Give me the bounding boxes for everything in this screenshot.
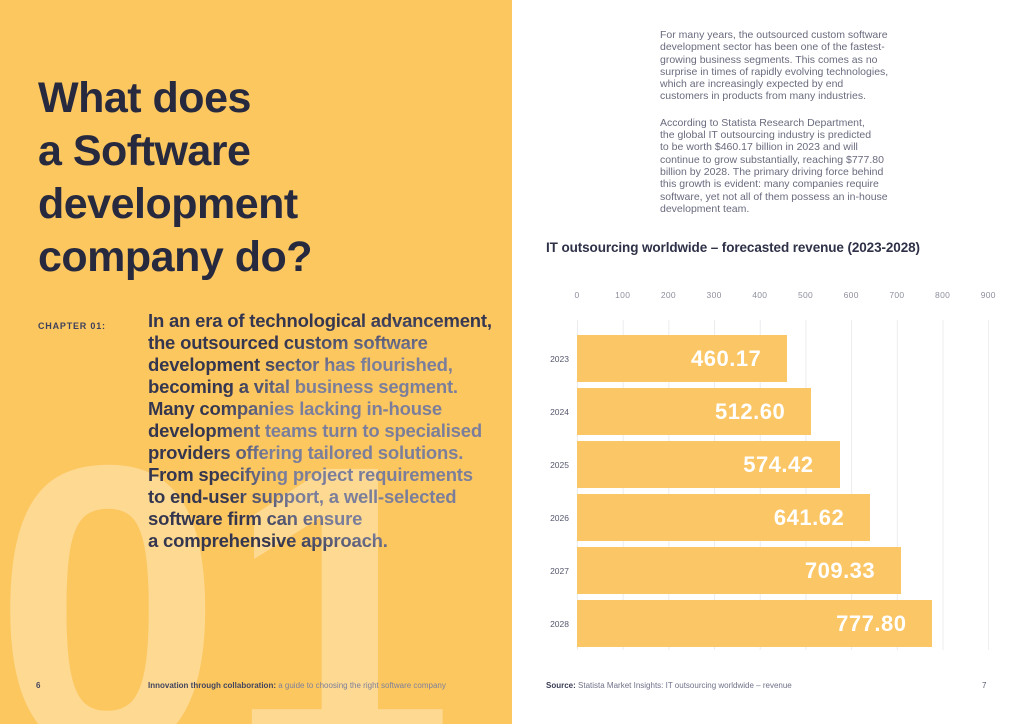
category-label: 2027: [550, 565, 569, 576]
document-title: Innovation through collaboration: a guid…: [148, 681, 446, 690]
bar: 641.62: [577, 494, 871, 541]
bar-value-label: 777.80: [836, 610, 907, 636]
chapter-number-watermark: 01: [0, 380, 459, 724]
intro-paragraph-1: For many years, the outsourced custom so…: [660, 29, 889, 103]
page-title: What does a Software development company…: [38, 74, 313, 281]
right-page: For many years, the outsourced custom so…: [512, 0, 1024, 724]
x-tick-label: 700: [889, 290, 905, 300]
x-tick-label: 600: [843, 290, 859, 300]
lead-paragraph: In an era of technological advancement, …: [148, 310, 500, 552]
x-tick-label: 300: [706, 290, 722, 300]
intro-paragraph-2: According to Statista Research Departmen…: [660, 116, 888, 215]
bar-row: 2023 460.17: [546, 335, 1006, 382]
chart-bars: 2023 460.17 2024 512.60 2025 574.42 2026 641.62…: [546, 335, 1006, 653]
bar-value-label: 512.60: [714, 398, 786, 424]
bar: 709.33: [577, 547, 902, 594]
x-tick-label: 800: [935, 290, 951, 300]
bar-value-label: 460.17: [691, 345, 762, 371]
bar: 777.80: [577, 600, 933, 647]
document-title-bold: Innovation through collaboration:: [148, 681, 276, 690]
left-page: 01 What does a Software development comp…: [0, 0, 512, 724]
source-label: Source:: [546, 681, 576, 690]
x-axis: 0 100 200 300 400 500 600 700 800 900: [546, 290, 1006, 302]
bar-row: 2028 777.80: [546, 600, 1006, 647]
bar-row: 2026 641.62: [546, 494, 1006, 541]
page-number: 7: [982, 681, 987, 690]
bar: 460.17: [577, 335, 788, 382]
bar-chart: 0 100 200 300 400 500 600 700 800 900 2023 460.17 2…: [546, 290, 1006, 652]
chapter-label: CHAPTER 01:: [38, 321, 106, 331]
source-text: Statista Market Insights: IT outsourcing…: [575, 681, 792, 690]
bar: 574.42: [577, 441, 840, 488]
bar-value-label: 574.42: [743, 451, 814, 477]
bar: 512.60: [577, 388, 812, 435]
x-tick-label: 900: [980, 290, 996, 300]
category-label: 2024: [550, 406, 569, 417]
x-tick-label: 0: [574, 290, 580, 300]
x-tick-label: 500: [797, 290, 814, 300]
intro-paragraphs: For many years, the outsourced custom so…: [660, 29, 938, 229]
category-label: 2025: [550, 459, 569, 470]
x-tick-label: 400: [752, 290, 768, 300]
category-label: 2023: [550, 353, 569, 364]
document-title-rest: a guide to choosing the right software c…: [276, 681, 446, 690]
bar-row: 2024 512.60: [546, 388, 1006, 435]
category-label: 2028: [550, 618, 569, 629]
x-tick-label: 100: [615, 290, 631, 300]
bar-row: 2025 574.42: [546, 441, 1006, 488]
chart-title: IT outsourcing worldwide – forecasted re…: [546, 240, 920, 255]
bar-value-label: 709.33: [804, 557, 876, 583]
x-tick-label: 200: [660, 290, 676, 300]
bar-value-label: 641.62: [773, 504, 845, 530]
source-line: Source: Statista Market Insights: IT out…: [546, 681, 792, 690]
bar-row: 2027 709.33: [546, 547, 1006, 594]
category-label: 2026: [550, 512, 569, 523]
page-number: 6: [36, 681, 41, 690]
